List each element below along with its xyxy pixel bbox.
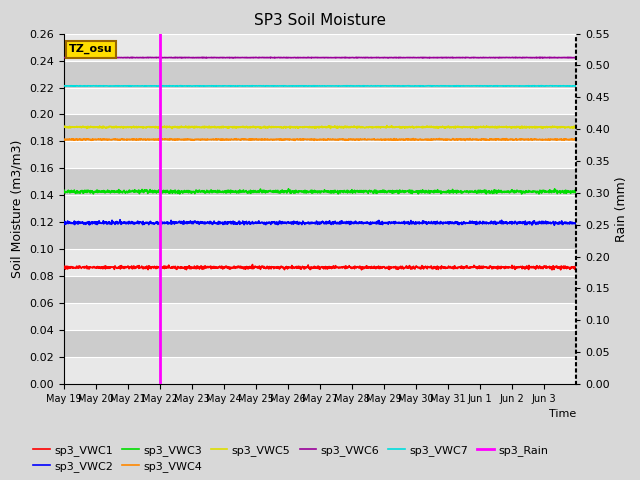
sp3_VWC6	[108, 55, 115, 61]
sp3_VWC4	[461, 138, 469, 144]
sp3_VWC6	[141, 55, 148, 60]
sp3_VWC2	[441, 220, 449, 226]
Line: sp3_VWC2: sp3_VWC2	[64, 220, 576, 225]
Bar	[64, 330, 576, 357]
sp3_VWC7	[441, 83, 449, 89]
sp3_VWC4	[60, 137, 68, 143]
sp3_VWC2	[566, 220, 574, 226]
X-axis label: Time: Time	[548, 409, 576, 419]
sp3_VWC6	[307, 55, 315, 60]
sp3_VWC7	[307, 83, 314, 89]
Bar	[64, 222, 576, 249]
sp3_VWC2	[307, 221, 314, 227]
sp3_VWC3	[297, 189, 305, 194]
Bar	[64, 357, 576, 384]
sp3_VWC1	[248, 262, 256, 267]
sp3_VWC4	[516, 137, 524, 143]
sp3_VWC2	[60, 220, 68, 226]
sp3_VWC6	[298, 55, 305, 60]
sp3_VWC3	[307, 189, 314, 194]
sp3_VWC5	[516, 125, 524, 131]
sp3_VWC6	[516, 55, 524, 60]
Line: sp3_VWC1: sp3_VWC1	[64, 264, 576, 270]
Bar	[64, 142, 576, 168]
sp3_VWC7	[60, 83, 68, 89]
sp3_VWC4	[297, 136, 305, 142]
sp3_VWC2	[141, 221, 148, 227]
Legend: sp3_VWC1, sp3_VWC2, sp3_VWC3, sp3_VWC4, sp3_VWC5, sp3_VWC6, sp3_VWC7, sp3_Rain: sp3_VWC1, sp3_VWC2, sp3_VWC3, sp3_VWC4, …	[29, 440, 553, 477]
sp3_VWC6	[566, 55, 574, 60]
sp3_VWC1	[572, 264, 580, 270]
Title: SP3 Soil Moisture: SP3 Soil Moisture	[254, 13, 386, 28]
sp3_VWC1	[140, 265, 148, 271]
Bar	[64, 168, 576, 195]
sp3_VWC5	[60, 124, 68, 130]
sp3_VWC2	[516, 219, 524, 225]
Bar	[64, 60, 576, 87]
sp3_VWC7	[566, 83, 574, 89]
sp3_VWC2	[550, 222, 558, 228]
sp3_VWC3	[285, 186, 292, 192]
Text: TZ_osu: TZ_osu	[69, 44, 113, 54]
sp3_VWC1	[548, 267, 556, 273]
sp3_VWC6	[572, 55, 580, 60]
sp3_VWC7	[537, 83, 545, 88]
sp3_VWC7	[516, 83, 524, 89]
sp3_VWC4	[140, 136, 148, 142]
sp3_VWC1	[297, 265, 305, 271]
sp3_VWC5	[307, 124, 314, 130]
sp3_VWC4	[566, 137, 574, 143]
sp3_VWC3	[518, 191, 525, 197]
Y-axis label: Rain (mm): Rain (mm)	[615, 176, 628, 241]
Line: sp3_VWC4: sp3_VWC4	[64, 139, 576, 141]
sp3_VWC4	[441, 136, 449, 142]
Bar	[64, 195, 576, 222]
sp3_VWC3	[572, 189, 580, 194]
Bar	[64, 114, 576, 142]
sp3_VWC5	[140, 124, 148, 130]
Line: sp3_VWC7: sp3_VWC7	[64, 85, 576, 86]
sp3_VWC3	[566, 190, 574, 195]
sp3_VWC7	[428, 84, 436, 89]
sp3_VWC1	[307, 265, 314, 271]
sp3_VWC1	[566, 265, 574, 271]
sp3_VWC3	[140, 189, 148, 194]
sp3_VWC3	[516, 189, 524, 194]
Bar	[64, 276, 576, 303]
sp3_VWC3	[441, 189, 449, 195]
Y-axis label: Soil Moisture (m3/m3): Soil Moisture (m3/m3)	[11, 140, 24, 278]
sp3_VWC5	[383, 123, 390, 129]
Bar	[64, 87, 576, 114]
sp3_VWC5	[566, 125, 574, 131]
sp3_VWC2	[572, 219, 580, 225]
sp3_VWC3	[60, 187, 68, 193]
Bar	[64, 34, 576, 60]
sp3_VWC7	[572, 83, 580, 89]
sp3_VWC6	[441, 55, 449, 60]
Bar	[64, 303, 576, 330]
sp3_VWC7	[297, 83, 305, 89]
sp3_VWC2	[297, 220, 305, 226]
sp3_VWC5	[572, 125, 580, 131]
sp3_VWC5	[441, 125, 449, 131]
sp3_VWC4	[435, 136, 443, 142]
sp3_VWC1	[60, 264, 68, 269]
sp3_VWC5	[297, 124, 305, 130]
Line: sp3_VWC5: sp3_VWC5	[64, 126, 576, 129]
sp3_VWC4	[572, 137, 580, 143]
sp3_VWC7	[140, 83, 148, 89]
sp3_VWC2	[116, 217, 124, 223]
Line: sp3_VWC6: sp3_VWC6	[64, 57, 576, 58]
sp3_VWC1	[516, 264, 524, 270]
sp3_VWC5	[168, 126, 176, 132]
sp3_VWC1	[441, 265, 449, 271]
sp3_VWC6	[172, 54, 180, 60]
Line: sp3_VWC3: sp3_VWC3	[64, 189, 576, 194]
sp3_VWC6	[60, 55, 68, 60]
Bar	[64, 249, 576, 276]
sp3_VWC4	[307, 137, 314, 143]
